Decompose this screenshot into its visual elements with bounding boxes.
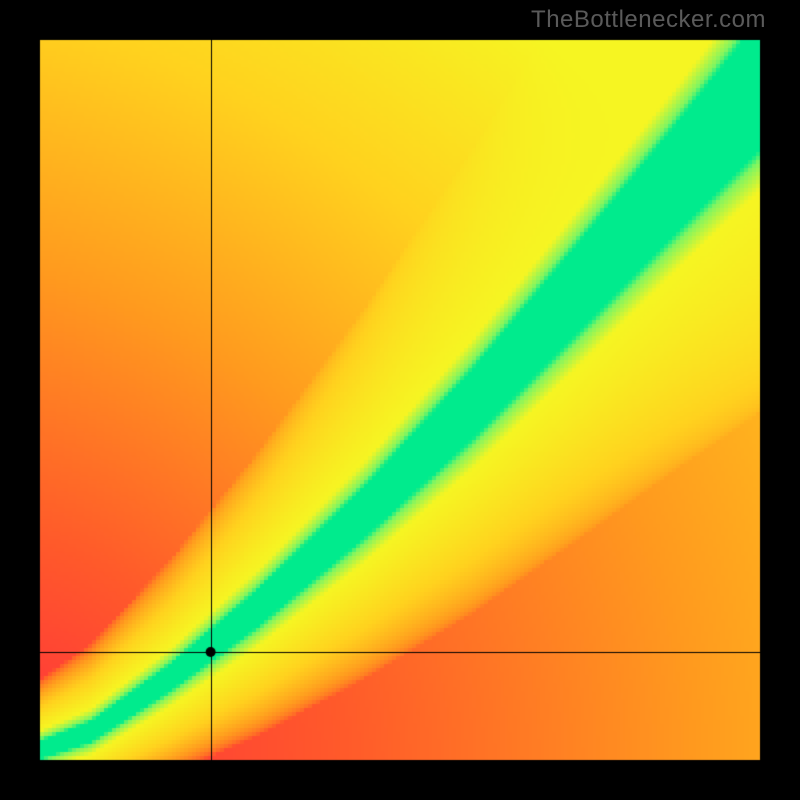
heatmap-canvas [0, 0, 800, 800]
chart-container: { "watermark": { "text": "TheBottlenecke… [0, 0, 800, 800]
watermark-text: TheBottlenecker.com [531, 6, 766, 34]
